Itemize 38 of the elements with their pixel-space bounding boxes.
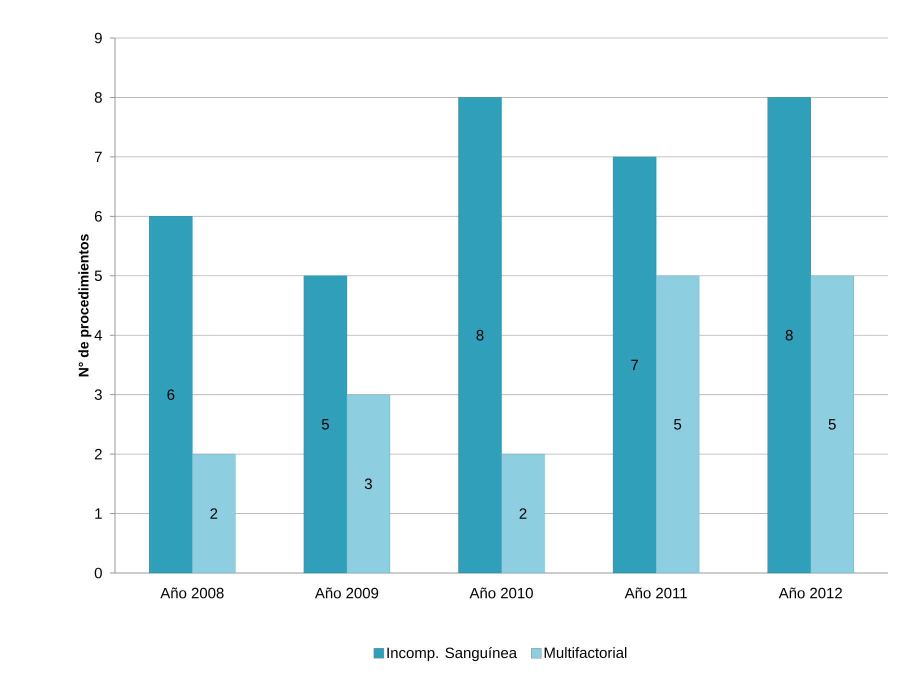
y-tick-label: 1 bbox=[95, 508, 102, 519]
y-axis-title: N° de procedimientos bbox=[78, 234, 92, 376]
data-label: 2 bbox=[520, 508, 526, 519]
bar bbox=[346, 394, 390, 574]
y-tick-label: 2 bbox=[94, 448, 102, 460]
y-tick-label: 6 bbox=[94, 211, 102, 222]
y-tick-label: 5 bbox=[94, 270, 102, 281]
x-tick-label: Año 2010 bbox=[470, 588, 533, 598]
data-label: 5 bbox=[828, 419, 836, 430]
bar bbox=[149, 216, 192, 574]
data-label: 5 bbox=[674, 419, 682, 430]
data-label: 8 bbox=[476, 330, 484, 341]
bar bbox=[501, 454, 545, 574]
bar bbox=[810, 276, 854, 574]
y-tick-label: 4 bbox=[94, 330, 102, 340]
data-label: 3 bbox=[364, 478, 372, 490]
y-tick-label: 9 bbox=[94, 32, 102, 44]
x-tick-label: Año 2012 bbox=[778, 588, 842, 598]
data-label: 5 bbox=[322, 419, 329, 430]
data-label: 2 bbox=[210, 508, 218, 519]
bar bbox=[458, 97, 502, 574]
bar bbox=[768, 97, 811, 574]
x-tick-label: Año 2008 bbox=[160, 588, 224, 598]
y-tick-label: 0 bbox=[94, 568, 102, 578]
data-label: 7 bbox=[631, 360, 638, 370]
y-tick-label: 7 bbox=[94, 152, 102, 162]
x-tick-label: Año 2011 bbox=[624, 588, 687, 598]
bar bbox=[612, 156, 656, 574]
y-tick-label: 3 bbox=[94, 389, 102, 400]
data-label: 6 bbox=[167, 389, 174, 400]
data-label: 8 bbox=[786, 330, 793, 341]
x-tick-label: Año 2009 bbox=[314, 588, 378, 598]
bar bbox=[192, 454, 236, 574]
legend-label: Incomp. Sanguínea bbox=[387, 647, 518, 662]
y-tick-label: 8 bbox=[94, 92, 102, 103]
bar bbox=[304, 276, 348, 574]
legend-label: Multifactorial bbox=[544, 647, 626, 658]
bar bbox=[656, 276, 700, 574]
